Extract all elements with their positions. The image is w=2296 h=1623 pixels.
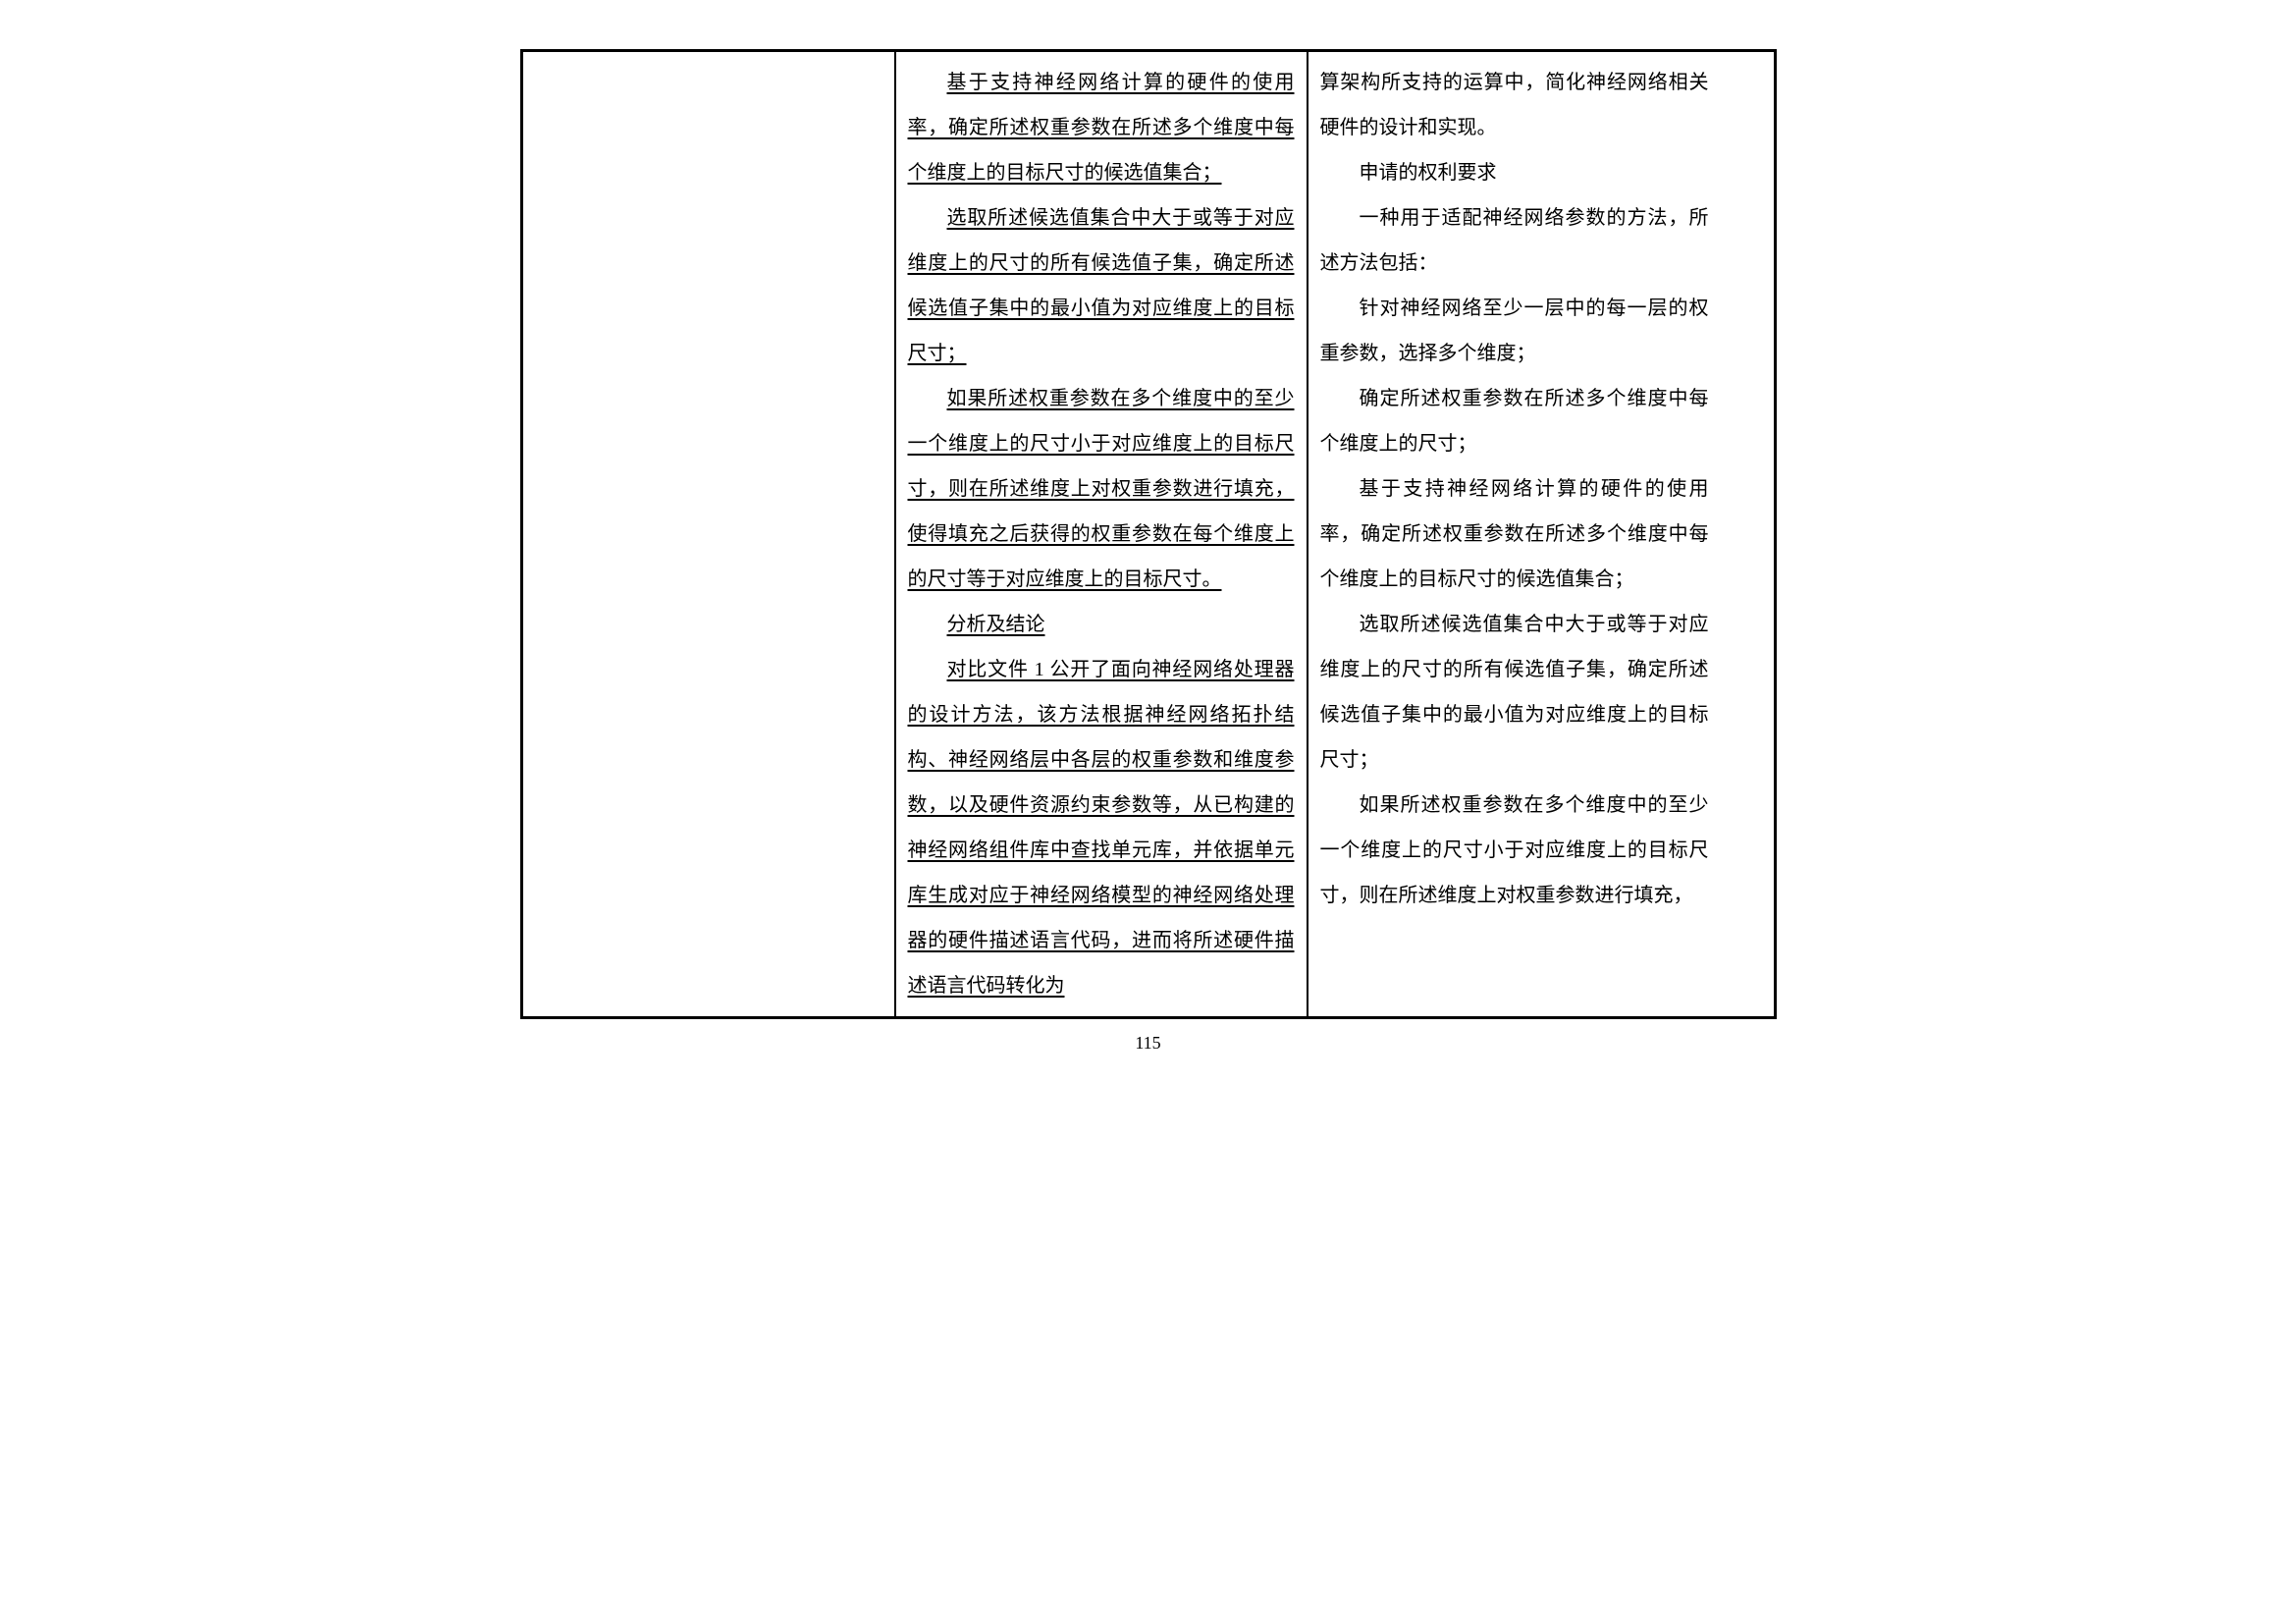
col2-paragraph: 分析及结论	[908, 602, 1295, 647]
col3-paragraph: 如果所述权重参数在多个维度中的至少一个维度上的尺寸小于对应维度上的目标尺寸，则在…	[1320, 783, 1709, 918]
col3-paragraph: 选取所述候选值集合中大于或等于对应维度上的尺寸的所有候选值子集，确定所述候选值子…	[1320, 602, 1709, 783]
document-page: 基于支持神经网络计算的硬件的使用率，确定所述权重参数在所述多个维度中每个维度上的…	[520, 49, 1777, 1054]
col3-paragraph: 确定所述权重参数在所述多个维度中每个维度上的尺寸；	[1320, 376, 1709, 466]
table-column-3: 算架构所支持的运算中，简化神经网络相关硬件的设计和实现。 申请的权利要求 一种用…	[1308, 52, 1721, 1016]
table-column-1	[523, 52, 896, 1016]
col2-paragraph: 基于支持神经网络计算的硬件的使用率，确定所述权重参数在所述多个维度中每个维度上的…	[908, 60, 1295, 195]
table-column-2: 基于支持神经网络计算的硬件的使用率，确定所述权重参数在所述多个维度中每个维度上的…	[896, 52, 1308, 1016]
col3-paragraph: 基于支持神经网络计算的硬件的使用率，确定所述权重参数在所述多个维度中每个维度上的…	[1320, 466, 1709, 602]
col2-paragraph: 如果所述权重参数在多个维度中的至少一个维度上的尺寸小于对应维度上的目标尺寸，则在…	[908, 376, 1295, 602]
col3-paragraph: 针对神经网络至少一层中的每一层的权重参数，选择多个维度；	[1320, 286, 1709, 376]
content-table: 基于支持神经网络计算的硬件的使用率，确定所述权重参数在所述多个维度中每个维度上的…	[520, 49, 1777, 1019]
col3-paragraph: 算架构所支持的运算中，简化神经网络相关硬件的设计和实现。	[1320, 60, 1709, 150]
col2-paragraph: 选取所述候选值集合中大于或等于对应维度上的尺寸的所有候选值子集，确定所述候选值子…	[908, 195, 1295, 376]
col2-paragraph: 对比文件 1 公开了面向神经网络处理器的设计方法，该方法根据神经网络拓扑结构、神…	[908, 647, 1295, 1008]
col3-paragraph: 一种用于适配神经网络参数的方法，所述方法包括：	[1320, 195, 1709, 286]
page-number: 115	[520, 1033, 1777, 1054]
col3-paragraph: 申请的权利要求	[1320, 150, 1709, 195]
